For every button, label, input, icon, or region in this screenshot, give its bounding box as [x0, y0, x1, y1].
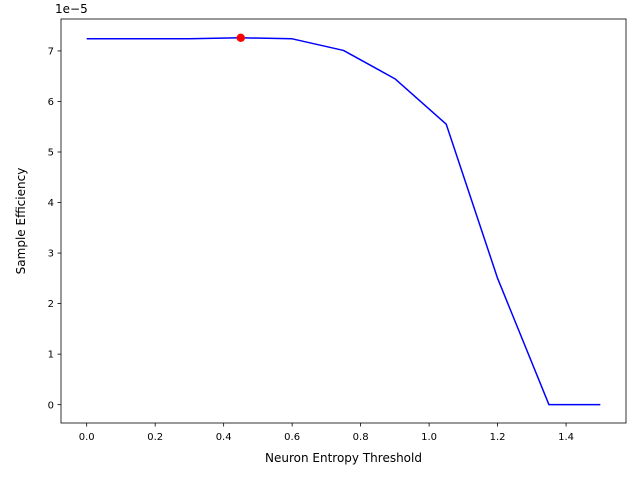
x-tick-label: 0.2 — [147, 432, 163, 443]
x-tick-label: 0.8 — [353, 432, 369, 443]
axes-frame — [60, 18, 627, 424]
y-tick-label: 0 — [48, 400, 54, 411]
y-axis-label: Sample Efficiency — [14, 168, 28, 275]
series-line — [86, 37, 601, 406]
x-tick-label: 0.4 — [216, 432, 232, 443]
x-axis-label: Neuron Entropy Threshold — [265, 451, 422, 465]
x-tick-label: 1.0 — [421, 432, 437, 443]
y-tick-label: 5 — [48, 148, 54, 159]
plot-area — [86, 33, 601, 406]
x-axis-ticks: 0.0 0.2 0.4 0.6 0.8 1.0 1.2 1.4 — [79, 423, 574, 443]
x-tick-label: 0.6 — [284, 432, 300, 443]
y-tick-label: 2 — [48, 299, 54, 310]
y-axis-scale-label: 1e−5 — [55, 2, 88, 16]
y-tick-label: 6 — [48, 97, 54, 108]
y-tick-label: 1 — [48, 350, 54, 361]
y-axis-ticks: 0 1 2 3 4 5 6 7 — [48, 47, 61, 411]
y-tick-label: 3 — [48, 249, 54, 260]
x-tick-label: 1.4 — [558, 432, 574, 443]
x-tick-label: 1.2 — [490, 432, 506, 443]
highlight-point — [236, 33, 245, 42]
y-tick-label: 4 — [48, 198, 54, 209]
x-tick-label: 0.0 — [79, 432, 95, 443]
y-tick-label: 7 — [48, 47, 54, 58]
